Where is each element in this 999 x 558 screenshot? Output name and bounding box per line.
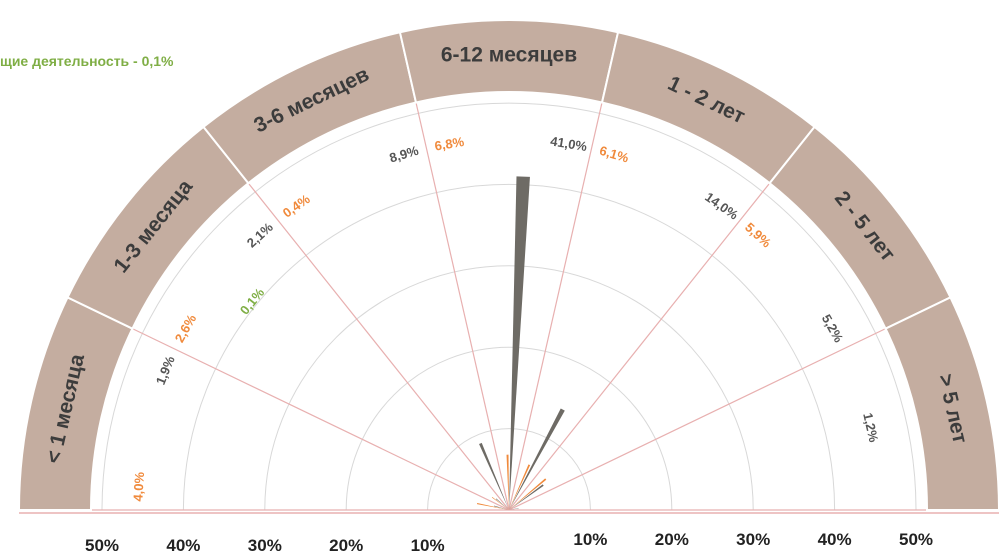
bar (494, 505, 509, 510)
bar (509, 478, 547, 510)
bar (491, 496, 509, 510)
bar (495, 498, 509, 510)
bar (506, 454, 509, 510)
bar (509, 176, 530, 510)
data-label: 5,2% (819, 312, 847, 346)
data-label: 6,1% (598, 143, 631, 166)
axis-tick-layer: 50% 40% 30% 20% 10% 10% 20% 30% 40% 50% (85, 530, 933, 555)
data-label: 1,2% (860, 411, 881, 444)
axis-tick-label: 30% (736, 530, 770, 549)
grid-ring (101, 102, 917, 511)
bar (508, 509, 509, 510)
grid-ring (345, 346, 673, 511)
data-label: 8,9% (388, 143, 421, 166)
category-label: 6-12 месяцев (441, 44, 577, 67)
grid-ring (182, 183, 836, 511)
bar (509, 464, 531, 510)
bar (509, 408, 565, 510)
axis-tick-label: 10% (411, 536, 445, 555)
axis-tick-label: 30% (248, 536, 282, 555)
axis-tick-label: 10% (573, 530, 607, 549)
data-label: 14,0% (702, 189, 741, 223)
legend-note: щие деятельность - 0,1% (0, 53, 174, 69)
sector-divider (132, 328, 510, 511)
bar (479, 442, 509, 510)
data-label: 1,9% (153, 353, 178, 387)
data-label: 41,0% (549, 133, 588, 154)
data-label: 5,9% (742, 219, 774, 250)
data-label: 4,0% (130, 471, 147, 502)
data-label: 2,6% (172, 311, 200, 345)
grid-ring (264, 265, 754, 511)
sector-divider (415, 102, 510, 511)
axis-tick-label: 50% (85, 536, 119, 555)
axis-tick-label: 20% (329, 536, 363, 555)
data-label: 6,8% (433, 134, 465, 154)
data-label: 0,4% (280, 191, 313, 221)
axis-tick-label: 50% (899, 530, 933, 549)
axis-tick-label: 40% (166, 536, 200, 555)
data-label: 2,1% (244, 219, 276, 250)
grid-layer (19, 102, 999, 514)
data-label: 0,1% (237, 285, 268, 318)
sector-divider (508, 102, 603, 511)
bar (509, 508, 519, 510)
sector-divider (508, 328, 886, 511)
category-band-segment (884, 296, 999, 511)
grid-ring (427, 428, 591, 511)
bar (476, 503, 509, 510)
bar-layer (476, 176, 565, 510)
axis-tick-label: 40% (818, 530, 852, 549)
axis-tick-label: 20% (655, 530, 689, 549)
sector-divider (247, 182, 510, 511)
sector-divider (508, 182, 771, 511)
bar (509, 484, 544, 510)
bar (507, 507, 509, 510)
